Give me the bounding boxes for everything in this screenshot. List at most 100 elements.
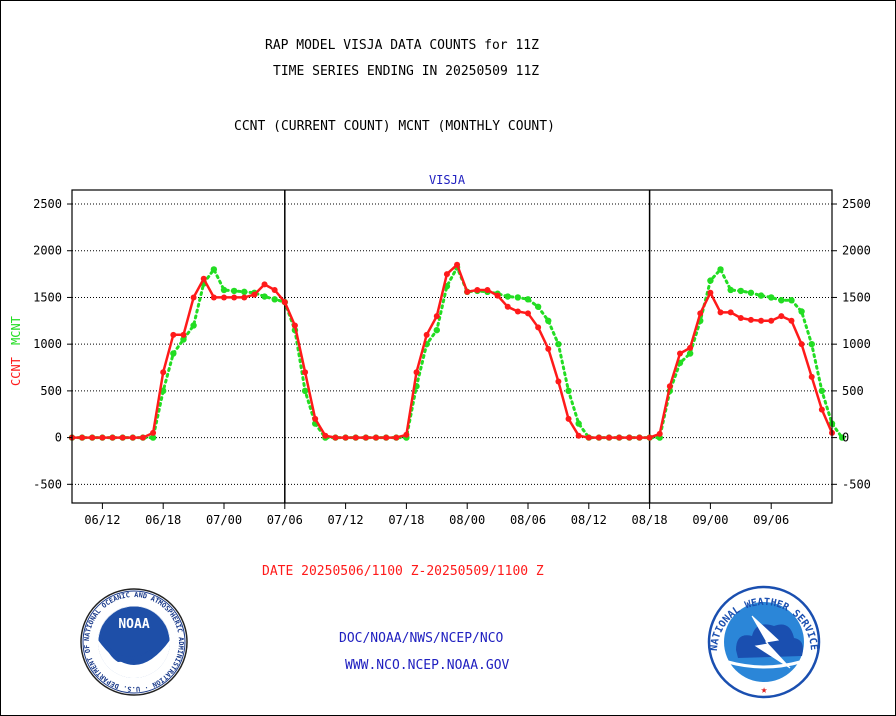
ccnt-point [606, 434, 613, 441]
ccnt-point [555, 378, 562, 385]
ccnt-point [433, 313, 440, 320]
x-tick-label: 08/12 [571, 513, 607, 527]
mcnt-point [524, 296, 532, 303]
ccnt-point [241, 294, 248, 301]
ccnt-point [443, 271, 450, 278]
y-tick-label-right: 2000 [842, 244, 871, 258]
mcnt-point [301, 387, 309, 395]
ccnt-point [231, 294, 238, 301]
ccnt-point [595, 434, 602, 441]
mcnt-point [727, 286, 734, 294]
svg-text:★: ★ [761, 683, 768, 696]
ccnt-point [616, 434, 623, 441]
mcnt-point [747, 289, 755, 296]
mcnt-point [565, 387, 572, 395]
ccnt-point [666, 383, 673, 390]
ccnt-point [271, 286, 278, 293]
ccnt-point [99, 434, 106, 441]
mcnt-point [220, 286, 228, 294]
mcnt-point [190, 322, 197, 329]
ccnt-point [373, 434, 379, 441]
ccnt-point [687, 344, 694, 351]
ccnt-point [129, 434, 136, 441]
ccnt-point [79, 434, 86, 441]
ccnt-point [190, 294, 197, 301]
mcnt-point [788, 297, 795, 304]
ccnt-point [788, 317, 795, 324]
ccnt-point [454, 261, 461, 268]
ccnt-point [362, 434, 369, 441]
y-tick-label-right: 2500 [842, 197, 871, 211]
ccnt-point [423, 331, 430, 338]
mcnt-point [433, 326, 440, 334]
ccnt-point [818, 406, 825, 413]
ccnt-point [535, 324, 542, 331]
ccnt-point [210, 294, 217, 301]
mcnt-point [149, 434, 157, 441]
mcnt-point [555, 340, 562, 348]
ccnt-point [565, 415, 572, 422]
ccnt-point [302, 369, 309, 376]
mcnt-point [798, 308, 805, 315]
ccnt-point [139, 434, 146, 441]
ccnt-point [717, 309, 724, 316]
ccnt-point [150, 429, 157, 436]
ccnt-point [575, 432, 582, 439]
ccnt-point [808, 373, 815, 380]
mcnt-point [261, 293, 268, 300]
ccnt-point [636, 434, 643, 441]
title-line-3: CCNT (CURRENT COUNT) MCNT (MONTHLY COUNT… [234, 119, 555, 134]
mcnt-point [504, 293, 511, 300]
mcnt-series-line [70, 264, 844, 440]
noaa-logo-text: NOAA [118, 617, 149, 632]
y-tick-label-right: 0 [842, 431, 849, 445]
y-tick-label-left: 0 [55, 431, 62, 445]
ccnt-point [504, 303, 511, 310]
series-layer [68, 261, 846, 441]
ccnt-point [180, 331, 187, 338]
y-tick-label-left: 1500 [33, 290, 62, 304]
ccnt-point [707, 289, 714, 296]
ccnt-point [646, 434, 653, 441]
ccnt-point [200, 275, 207, 282]
y-axis-label-mcnt: MCNT [9, 316, 23, 345]
y-tick-label-right: 1500 [842, 290, 871, 304]
x-tick-label: 09/06 [753, 513, 789, 527]
ccnt-point [383, 434, 390, 441]
x-tick-label: 06/18 [145, 513, 181, 527]
x-tick-label: 07/00 [206, 513, 242, 527]
y-tick-label-right: 1000 [842, 337, 871, 351]
ccnt-point [727, 309, 734, 316]
ccnt-point [626, 434, 633, 441]
ccnt-point [798, 341, 805, 348]
mcnt-point [180, 336, 187, 343]
mcnt-point [545, 317, 552, 325]
ccnt-point [89, 434, 96, 441]
plot-border [71, 189, 833, 504]
y-tick-label-right: 500 [842, 384, 864, 398]
x-tick-label: 09/00 [692, 513, 728, 527]
x-tick-label: 07/12 [328, 513, 364, 527]
ccnt-series-line [72, 263, 834, 439]
ccnt-point [585, 434, 592, 441]
y-tick-label-right: -500 [842, 477, 871, 491]
ccnt-point [514, 308, 521, 315]
ccnt-point [281, 299, 288, 306]
ccnt-point [109, 434, 116, 441]
ccnt-point [545, 345, 552, 352]
x-tick-label: 08/00 [449, 513, 485, 527]
x-tick-label: 07/06 [267, 513, 303, 527]
ccnt-point [737, 315, 744, 322]
y-tick-label-left: 1000 [33, 337, 62, 351]
mcnt-point [838, 434, 846, 441]
nws-logo-icon: NATIONAL WEATHER SERVICE ★ [707, 585, 821, 699]
x-tick-label: 08/18 [632, 513, 668, 527]
mcnt-point [737, 287, 744, 295]
ccnt-point [464, 288, 471, 295]
ccnt-point [312, 415, 319, 422]
ccnt-point [119, 434, 126, 441]
ccnt-point [474, 286, 481, 293]
ccnt-point [291, 322, 298, 329]
mcnt-point [534, 303, 542, 310]
